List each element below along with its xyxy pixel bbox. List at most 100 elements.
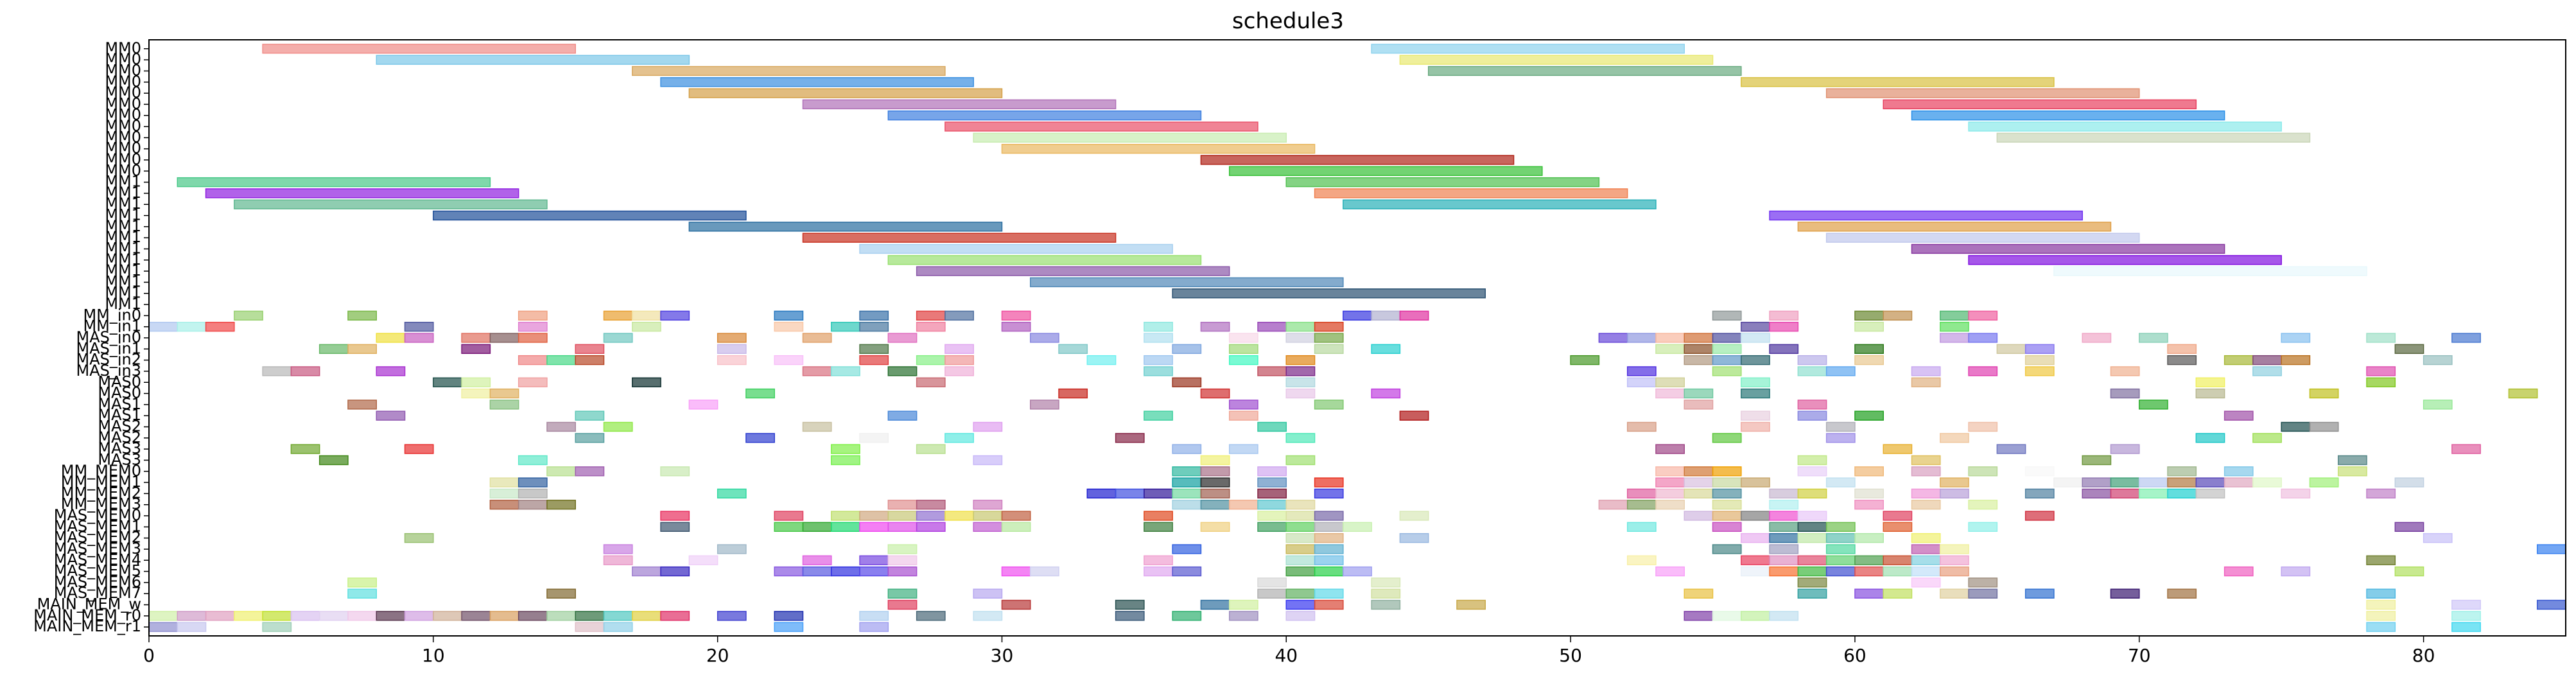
task-bar — [1968, 522, 1998, 532]
x-tick-label: 30 — [991, 645, 1014, 666]
task-bar — [973, 500, 1003, 510]
task-bar — [1940, 333, 1969, 343]
task-bar — [1968, 333, 1998, 343]
task-bar — [318, 455, 349, 466]
task-bar — [1854, 532, 1884, 543]
task-bar — [1144, 488, 1173, 499]
y-tick-label: MM1 — [105, 239, 141, 257]
task-bar — [1712, 488, 1742, 499]
task-bar — [632, 566, 661, 577]
task-bar — [774, 622, 804, 632]
task-bar — [2139, 333, 2168, 343]
task-bar — [802, 366, 832, 376]
task-bar — [660, 77, 974, 87]
task-bar — [2423, 355, 2453, 365]
task-bar — [603, 611, 633, 621]
task-bars — [148, 44, 2566, 632]
task-bar — [916, 522, 946, 532]
task-bar — [1684, 488, 1714, 499]
y-tick-label: MM1 — [105, 295, 141, 313]
task-bar — [1741, 410, 1770, 421]
task-bar — [234, 611, 263, 621]
y-tick-label: MAS2 — [98, 418, 141, 435]
task-bar — [2167, 488, 2197, 499]
task-bar — [1343, 310, 1372, 321]
y-tick-label: MM0 — [105, 128, 141, 146]
task-bar — [2281, 566, 2311, 577]
task-bar — [2024, 366, 2055, 376]
task-bar — [831, 455, 860, 466]
task-bar — [1797, 555, 1827, 565]
task-bar — [1797, 566, 1827, 577]
task-bar — [376, 410, 406, 421]
task-bar — [660, 466, 690, 477]
task-bar — [2366, 377, 2396, 387]
y-tick-label: MAS_MEM1 — [54, 517, 141, 535]
task-bar — [1257, 577, 1287, 588]
task-bar — [2195, 488, 2225, 499]
task-bar — [859, 555, 889, 565]
task-bar — [1712, 477, 1742, 488]
task-bar — [2451, 444, 2481, 454]
task-bar — [1825, 88, 2140, 98]
task-bar — [831, 522, 860, 532]
task-bar — [290, 611, 320, 621]
task-bar — [262, 44, 576, 54]
task-bar — [518, 611, 548, 621]
task-bar — [944, 121, 1258, 132]
task-bar — [1968, 366, 1998, 376]
task-bar — [1001, 322, 1031, 332]
task-bar — [1030, 400, 1059, 410]
task-bar — [1086, 355, 1117, 365]
task-bar — [2366, 588, 2396, 599]
task-bar — [177, 611, 207, 621]
task-bar — [2252, 366, 2282, 376]
task-bar — [1314, 532, 1344, 543]
y-tick-label: MM0 — [105, 84, 141, 101]
task-bar — [1200, 500, 1230, 510]
task-bar — [1968, 421, 1998, 432]
y-tick-label: MM_in1 — [83, 317, 141, 335]
task-bar — [575, 355, 605, 365]
task-bar — [1712, 466, 1742, 477]
task-bar — [1172, 466, 1202, 477]
task-bar — [887, 500, 918, 510]
task-bar — [1285, 500, 1316, 510]
task-bar — [887, 588, 918, 599]
task-bar — [916, 444, 946, 454]
task-bar — [1854, 555, 1884, 565]
task-bar — [831, 322, 860, 332]
task-bar — [1854, 588, 1884, 599]
task-bar — [1371, 310, 1401, 321]
task-bar — [973, 522, 1003, 532]
task-bar — [1825, 366, 1856, 376]
task-bar — [2536, 599, 2566, 610]
task-bar — [944, 433, 974, 443]
task-bar — [1712, 511, 1742, 521]
task-bar — [774, 310, 804, 321]
task-bar — [1940, 488, 1969, 499]
task-bar — [887, 544, 918, 554]
task-bar — [1257, 322, 1287, 332]
task-bar — [887, 522, 918, 532]
y-tick-label: MAS3 — [98, 450, 141, 468]
task-bar — [1996, 444, 2026, 454]
y-tick-label: MM_in0 — [83, 306, 141, 324]
task-bar — [831, 511, 860, 521]
task-bar — [1655, 566, 1685, 577]
task-bar — [1940, 322, 1969, 332]
task-bar — [1854, 410, 1884, 421]
task-bar — [2252, 477, 2282, 488]
task-bar — [2053, 266, 2367, 276]
task-bar — [1769, 344, 1799, 354]
task-bar — [1285, 599, 1316, 610]
task-bar — [916, 266, 1230, 276]
task-bar — [660, 566, 690, 577]
task-bar — [1684, 344, 1714, 354]
task-bar — [1741, 77, 2055, 87]
y-tick-label: MM_MEM1 — [61, 473, 141, 491]
task-bar — [1684, 333, 1714, 343]
task-bar — [1712, 500, 1742, 510]
task-bar — [1741, 532, 1770, 543]
task-bar — [1314, 511, 1344, 521]
